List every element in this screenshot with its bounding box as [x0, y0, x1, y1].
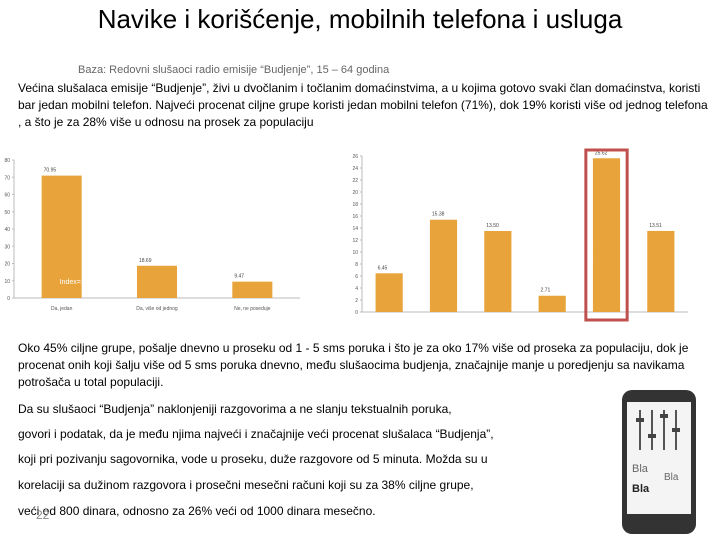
- y-tick-label: 60: [4, 193, 10, 199]
- bar: [136, 265, 178, 298]
- phone-label: Bla: [664, 472, 679, 483]
- bar: [375, 273, 403, 312]
- slide-title: Navike i korišćenje, mobilnih telefona i…: [97, 4, 623, 34]
- annotation: Index=135: [589, 239, 595, 268]
- bar: [592, 158, 621, 312]
- y-tick-label: 2: [355, 298, 358, 304]
- bar: [41, 175, 82, 298]
- y-tick-label: 14: [352, 226, 358, 232]
- y-tick-label: 40: [4, 227, 10, 233]
- phone-label: Bla: [632, 463, 649, 475]
- page-number: 22: [36, 508, 50, 522]
- y-tick-label: 30: [4, 244, 10, 250]
- y-tick-label: 80: [4, 158, 10, 164]
- text-line: veći od 800 dinara, odnosno za 26% veći …: [18, 504, 376, 518]
- data-label: 6.45: [378, 265, 388, 271]
- y-tick-label: 6: [355, 274, 358, 280]
- y-tick-label: 50: [4, 210, 10, 216]
- text-line: korelaciji sa dužinom razgovora i proseč…: [18, 478, 474, 492]
- slider-knobs: [636, 414, 680, 438]
- text-line: govori i podatak, da je među njima najve…: [18, 427, 494, 441]
- y-tick-label: 16: [352, 214, 358, 220]
- data-label: 70.95: [44, 168, 57, 174]
- chart: 0 10 20 30 40 50 60 70 80 70.95 Da, jedan 18.69 Da, …: [4, 158, 300, 312]
- y-tick-label: 20: [4, 262, 10, 268]
- data-label: 9.47: [234, 274, 244, 280]
- y-tick-label: 22: [352, 178, 358, 184]
- bar: [484, 231, 512, 312]
- data-label: 15.38: [432, 212, 445, 218]
- bar: [647, 230, 675, 312]
- y-tick-label: 0: [7, 296, 10, 302]
- y-tick-label: 70: [4, 175, 10, 181]
- text-line: Da su slušaoci “Budjenja” naklonjeniji r…: [18, 402, 452, 416]
- y-tick-label: 18: [352, 202, 358, 208]
- data-label: 13.51: [649, 223, 662, 229]
- paragraph: Oko 45% ciljne grupe, pošalje dnevno u p…: [18, 341, 689, 389]
- highlight-box: [584, 148, 629, 322]
- x-tick-label: Da, jedan: [51, 306, 73, 312]
- text-line: koji pri pozivanju sagovornika, vode u p…: [18, 452, 488, 466]
- y-tick-label: 10: [4, 279, 10, 285]
- data-label: 18.69: [139, 258, 152, 264]
- data-label: 25.62: [595, 150, 608, 156]
- y-tick-label: 24: [352, 166, 358, 172]
- chart: 024681012141618202224266.4515.3813.502.7…: [352, 148, 688, 322]
- y-tick-label: 20: [352, 190, 358, 196]
- y-tick-label: 26: [352, 154, 358, 160]
- paragraph: Većina slušalaca emisije “Budjenje”, živ…: [18, 81, 708, 129]
- x-tick-label: Ne, ne poseduje: [234, 306, 271, 312]
- data-label: 2.71: [541, 288, 551, 294]
- phone-icon: Bla Bla Bla: [622, 390, 696, 534]
- y-tick-label: 12: [352, 238, 358, 244]
- bar: [429, 219, 458, 312]
- x-tick-label: Da, više od jednog: [136, 306, 178, 312]
- base-note: Baza: Redovni slušaoci radio emisije “Bu…: [78, 64, 390, 76]
- bar: [232, 281, 273, 298]
- y-tick-label: 4: [355, 286, 358, 292]
- sliders: [639, 410, 677, 450]
- phone-label: Bla: [632, 483, 650, 495]
- y-tick-label: 0: [355, 310, 358, 316]
- bar: [538, 295, 566, 312]
- y-tick-label: 8: [355, 262, 358, 268]
- y-tick-label: 10: [352, 250, 358, 256]
- annotation: Index=128: [60, 279, 93, 286]
- data-label: 13.50: [486, 223, 499, 229]
